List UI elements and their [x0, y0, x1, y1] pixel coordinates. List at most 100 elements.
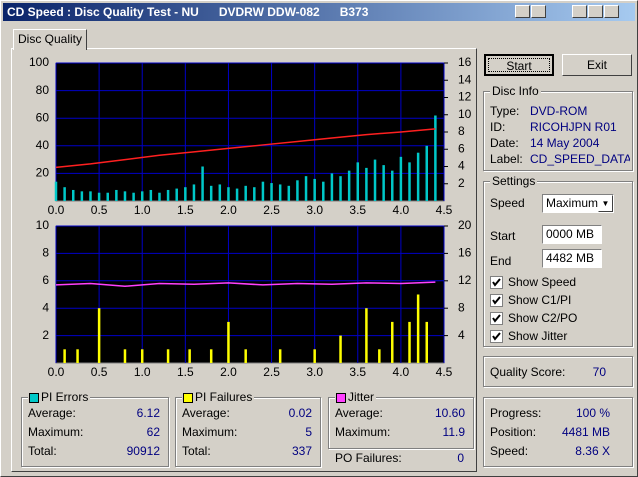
stat-value: 0.02 [288, 406, 312, 420]
stat-label: Maximum: [28, 425, 84, 439]
stat-value: 62 [146, 425, 160, 439]
legend-text: PI Failures [195, 390, 253, 404]
info-label: Label: [490, 152, 523, 166]
y-tick-label: 6 [42, 273, 49, 287]
stat-value: 5 [305, 425, 312, 439]
y-tick-label: 100 [29, 55, 49, 69]
x-tick-label: 4.5 [436, 203, 453, 217]
dropdown-button[interactable]: ▼ [598, 195, 613, 212]
plot-area [55, 225, 445, 364]
charts: 0.0 0.5 1.0 1.5 2.0 2.5 3.0 3.5 4.0 4.5 20 40 60 80 10… [29, 55, 472, 379]
y-tick-label: 20 [36, 166, 50, 180]
x-tick-label: 4.0 [393, 365, 410, 379]
x-tick-label: 1.0 [134, 203, 151, 217]
group-title: Settings [490, 174, 538, 188]
tab[interactable]: Disc Quality [13, 29, 87, 50]
title-bar: CD Speed : Disc Quality Test - NU DVDRW … [3, 3, 635, 21]
x-tick-label: 3.5 [349, 365, 366, 379]
progress-label: Position: [490, 425, 537, 439]
checkbox[interactable] [490, 312, 503, 325]
info-value: RICOHJPN R01 [530, 120, 617, 134]
maximize-button[interactable] [588, 5, 603, 18]
stat-label: Maximum: [335, 425, 391, 439]
x-tick-label: 0.5 [91, 203, 108, 217]
check-mark [492, 278, 501, 287]
stat-label: Total: [28, 444, 57, 458]
x-tick-label: 2.5 [263, 203, 280, 217]
label: End [490, 254, 512, 268]
x-tick-label: 4.0 [393, 203, 410, 217]
y2-tick-label: 14 [458, 72, 472, 86]
info-label: Type: [490, 104, 520, 118]
y-tick-label: 40 [36, 138, 50, 152]
checkbox[interactable] [490, 276, 503, 289]
check-mark [492, 296, 501, 305]
group-title: Disc Info [490, 84, 541, 98]
stat-value: 6.12 [136, 406, 160, 420]
progress-value: 4481 MB [561, 425, 610, 439]
info-label: ID: [490, 120, 506, 134]
line-series [55, 128, 436, 169]
x-tick-label: 2.5 [263, 365, 280, 379]
y2-tick-label: 8 [458, 124, 465, 138]
y2-tick-label: 20 [458, 218, 472, 232]
speed-select[interactable]: Maximum [542, 194, 614, 213]
po-failures-value: 0 [457, 451, 464, 465]
start-button[interactable]: Start [484, 54, 554, 76]
stat-value: 90912 [126, 444, 160, 458]
minimize-button[interactable] [572, 5, 587, 18]
checkbox-label: Show C1/PI [508, 293, 572, 307]
legend-text: Jitter [348, 390, 375, 404]
tray-button[interactable] [531, 5, 546, 18]
close-button[interactable] [604, 5, 619, 18]
settings-group: Settings Speed Maximum ▼ Start 0000 MB E… [483, 174, 633, 347]
progress-label: Progress: [490, 406, 542, 420]
stat-value: 10.60 [434, 406, 465, 420]
check-mark [492, 314, 501, 323]
x-tick-label: 1.5 [177, 203, 194, 217]
quality-score: 70 [592, 365, 606, 379]
y2-tick-label: 10 [458, 107, 472, 121]
x-tick-label: 0.0 [48, 203, 65, 217]
end-field[interactable]: 4482 MB [542, 249, 602, 268]
y-tick-label: 2 [42, 328, 49, 342]
x-tick-label: 3.0 [306, 203, 323, 217]
tab-page [11, 48, 477, 472]
info-value: 14 May 2004 [530, 136, 600, 150]
stat-label: Average: [28, 406, 76, 420]
legend-swatch [336, 393, 346, 403]
x-tick-label: 3.5 [349, 203, 366, 217]
group-title: PI Failures [182, 390, 255, 404]
progress-label: Speed: [490, 444, 529, 458]
y2-tick-label: 16 [458, 55, 472, 69]
y2-tick-label: 4 [458, 159, 465, 173]
y2-tick-label: 4 [458, 328, 465, 342]
stat-value: 337 [291, 444, 312, 458]
info-label: Date: [490, 136, 519, 150]
x-tick-label: 0.5 [91, 365, 108, 379]
checkbox[interactable] [490, 294, 503, 307]
stats-group: PI Failures Average: 0.02 Maximum: 5 Total: 33… [175, 390, 321, 467]
stat-label: Total: [182, 444, 211, 458]
y-tick-label: 8 [42, 246, 49, 260]
tray-button[interactable] [515, 5, 530, 18]
check-mark [492, 332, 501, 341]
y2-tick-label: 12 [458, 273, 472, 287]
x-tick-label: 4.5 [436, 365, 453, 379]
checkbox-label: Show Speed [508, 275, 577, 289]
x-tick-label: 2.0 [220, 365, 237, 379]
start-field[interactable]: 0000 MB [542, 225, 602, 244]
y-tick-label: 80 [36, 83, 50, 97]
legend-swatch [183, 393, 193, 403]
quality-box: Quality Score: 70 [483, 356, 633, 387]
stat-label: Maximum: [182, 425, 238, 439]
exit-button[interactable]: Exit [562, 54, 632, 76]
x-tick-label: 1.5 [177, 365, 194, 379]
line-series [55, 281, 436, 288]
stats-group: PI Errors Average: 6.12 Maximum: 62 Total: 909… [21, 390, 169, 467]
y2-tick-label: 2 [458, 176, 465, 190]
stats-group: Jitter Average: 10.60 Maximum: 11.9 [328, 390, 474, 449]
y-tick-label: 4 [42, 300, 49, 314]
checkbox[interactable] [490, 330, 503, 343]
